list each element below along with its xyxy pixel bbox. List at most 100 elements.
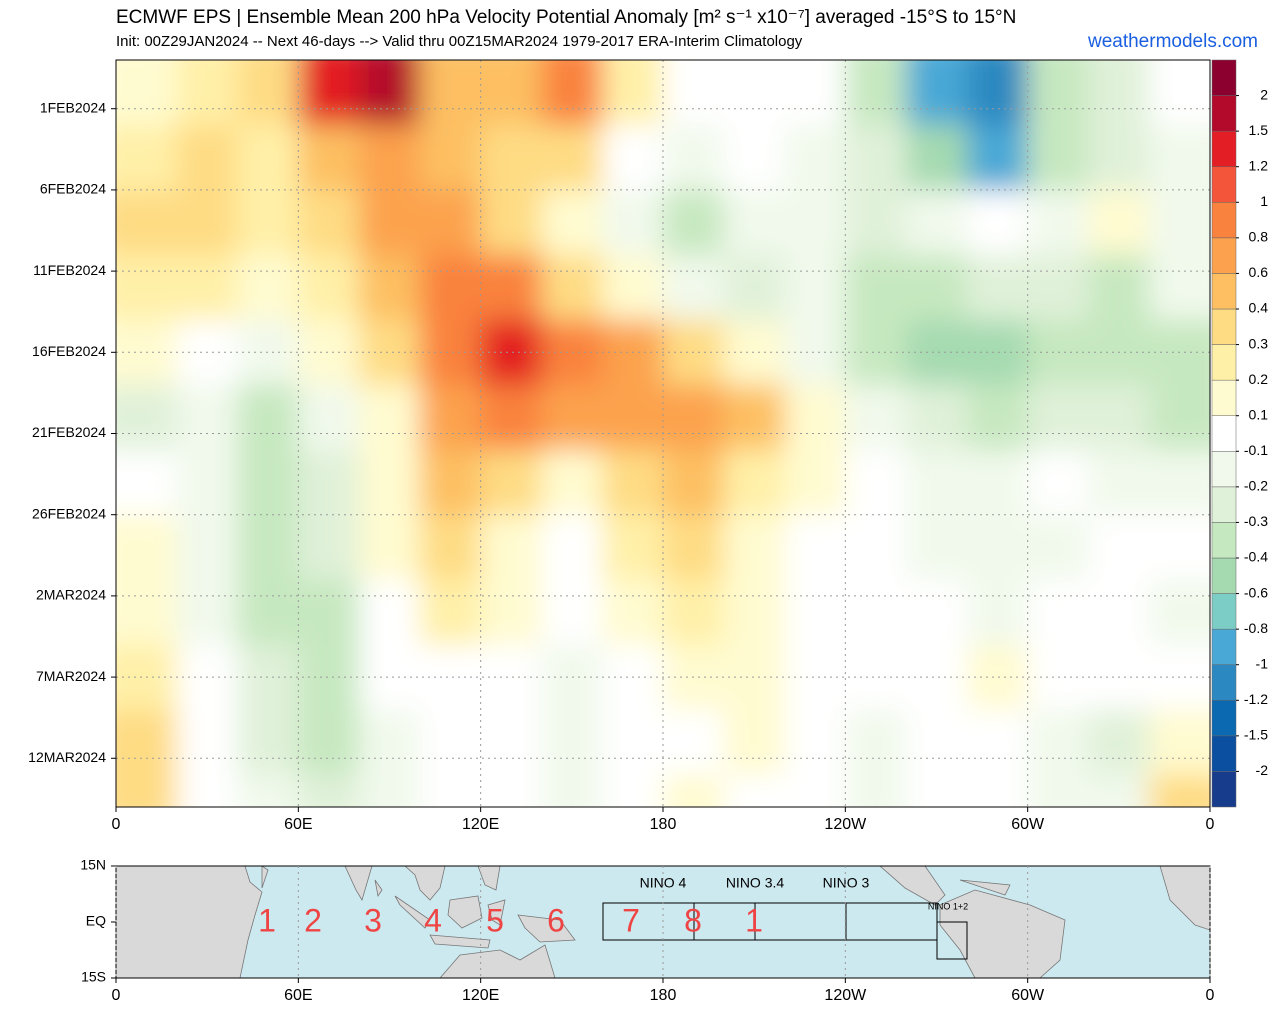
colorbar-label: -0.4 xyxy=(1244,549,1268,565)
cell xyxy=(845,254,907,321)
cell xyxy=(298,514,360,581)
x-tick-label: 60E xyxy=(284,816,312,833)
cell xyxy=(602,189,664,256)
map-y-tick-label: EQ xyxy=(86,913,106,929)
cell xyxy=(663,774,725,807)
map-y-tick-label: 15S xyxy=(81,969,106,985)
cell xyxy=(541,384,603,451)
cell xyxy=(784,189,846,256)
cell xyxy=(602,384,664,451)
cell xyxy=(116,60,178,126)
y-tick-label: 21FEB2024 xyxy=(32,424,106,440)
cell xyxy=(602,60,664,126)
colorbar-bin xyxy=(1211,379,1237,416)
axes: 1FEB2024 6FEB2024 11FEB2024 16FEB2024 21FEB2… xyxy=(28,59,1269,833)
cell xyxy=(359,124,421,191)
cell xyxy=(723,514,786,581)
colorbar-label: 0.8 xyxy=(1249,229,1269,245)
cell xyxy=(663,124,725,191)
cell xyxy=(1149,774,1210,807)
cell xyxy=(1088,254,1150,321)
colorbar-bin xyxy=(1211,415,1237,452)
cell xyxy=(359,189,421,256)
cell xyxy=(966,319,1029,386)
cell xyxy=(602,514,664,581)
cell xyxy=(1027,124,1089,191)
nino-box xyxy=(936,921,968,960)
cell xyxy=(176,709,239,776)
cell xyxy=(237,254,299,321)
cell xyxy=(176,189,239,256)
y-tick-label: 26FEB2024 xyxy=(32,505,106,521)
cell xyxy=(723,189,786,256)
cell xyxy=(784,449,846,516)
cell xyxy=(237,579,299,646)
cell xyxy=(723,60,786,126)
cell xyxy=(602,709,664,776)
cell xyxy=(176,124,239,191)
cell xyxy=(723,579,786,646)
colorbar-label: -0.3 xyxy=(1244,513,1268,529)
cell xyxy=(480,774,542,807)
phase-label: 2 xyxy=(304,902,322,938)
cell xyxy=(1149,709,1210,776)
cell xyxy=(602,579,664,646)
cell xyxy=(1149,449,1210,516)
cell xyxy=(1027,514,1089,581)
map-axes: 15N EQ 15S 0 60E 120E 180 120W 60W 0 xyxy=(80,857,1214,1005)
x-tick-label: 0 xyxy=(112,816,121,833)
cell xyxy=(1027,60,1089,126)
cell xyxy=(419,254,482,321)
cell xyxy=(116,774,178,807)
phase-label: 1 xyxy=(745,902,763,938)
cell xyxy=(906,254,968,321)
cell xyxy=(480,709,542,776)
cell xyxy=(966,514,1029,581)
cell xyxy=(1088,60,1150,126)
colorbar-bin xyxy=(1211,628,1237,665)
cell xyxy=(480,579,542,646)
chart-title: ECMWF EPS | Ensemble Mean 200 hPa Veloci… xyxy=(116,7,1016,28)
cell xyxy=(663,514,725,581)
cell xyxy=(116,254,178,321)
colorbar-label: 0.6 xyxy=(1249,264,1269,280)
cell xyxy=(541,60,603,126)
cell xyxy=(1149,60,1210,126)
colorbar-label: -1 xyxy=(1256,655,1269,671)
cell xyxy=(298,709,360,776)
plot-frame xyxy=(115,59,1211,808)
colorbar-label: 1.5 xyxy=(1249,122,1269,138)
cell xyxy=(966,449,1029,516)
cell xyxy=(845,514,907,581)
phase-label: 6 xyxy=(547,902,565,938)
phase-label: 4 xyxy=(424,902,442,938)
colorbar-bin xyxy=(1211,59,1237,96)
cell xyxy=(663,449,725,516)
cell xyxy=(663,60,725,126)
colorbar-bin xyxy=(1211,486,1237,523)
cell xyxy=(541,449,603,516)
y-tick-label: 11FEB2024 xyxy=(33,262,106,278)
cell xyxy=(1149,124,1210,191)
map-x-tick-label: 180 xyxy=(650,987,677,1004)
cell xyxy=(663,384,725,451)
y-tick-label: 16FEB2024 xyxy=(32,343,106,359)
colorbar-label: 2 xyxy=(1260,86,1268,102)
cell xyxy=(1027,189,1089,256)
cell xyxy=(176,254,239,321)
colorbar-label: -1.5 xyxy=(1244,727,1268,743)
cell xyxy=(419,124,482,191)
y-tick-label: 2MAR2024 xyxy=(36,587,106,603)
cell xyxy=(237,60,299,126)
cell xyxy=(1088,449,1150,516)
chart-subtitle: Init: 00Z29JAN2024 -- Next 46-days --> V… xyxy=(116,33,803,50)
cell xyxy=(784,384,846,451)
cell xyxy=(1088,189,1150,256)
cell xyxy=(723,384,786,451)
cell xyxy=(1149,579,1210,646)
cell xyxy=(176,774,239,807)
map-x-tick-label: 120E xyxy=(462,987,499,1004)
map-x-tick-label: 120W xyxy=(824,987,867,1004)
cell xyxy=(845,60,907,126)
colorbar-bin xyxy=(1211,202,1237,239)
